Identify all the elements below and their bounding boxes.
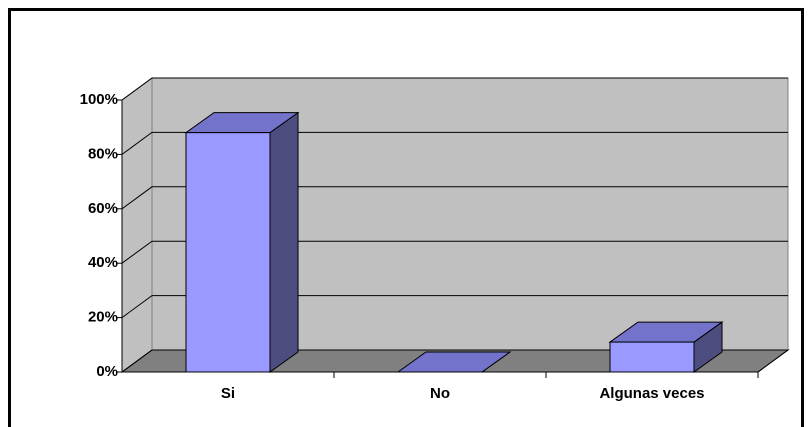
grid-line [121,77,788,101]
bar [609,341,695,373]
bar-side [269,111,299,373]
y-tick-label: 40% [88,254,118,271]
x-axis-depth [757,349,789,373]
grid-line [121,295,788,319]
y-tick-label: 60% [88,200,118,217]
grid-line [121,240,788,264]
side-wall [121,77,153,373]
frame [8,8,804,427]
grid-line [121,349,788,373]
grid-line [121,186,788,210]
y-tick-label: 80% [88,145,118,162]
x-tick-label: No [430,385,450,402]
grid-line [121,131,788,155]
x-tick-label: Si [221,385,235,402]
y-tick-label: 20% [88,309,118,326]
bar [185,132,271,373]
x-tick-label: Algunas veces [599,385,704,402]
y-tick-label: 100% [80,91,118,108]
bar-top [396,351,512,373]
y-tick-label: 0% [96,363,118,380]
